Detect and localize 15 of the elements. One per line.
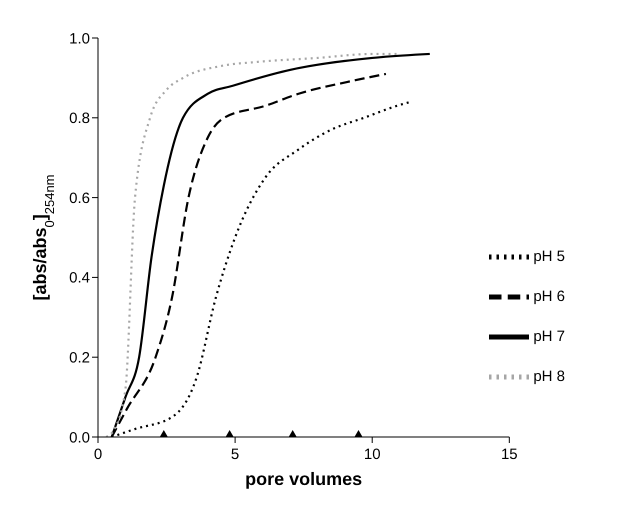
y-tick-label: 0.4	[69, 270, 90, 287]
y-tick-label: 0.8	[69, 110, 90, 128]
x-tick-label: 0	[94, 446, 102, 463]
x-axis-title: pore volumes	[245, 469, 362, 489]
y-tick-label: 0.2	[69, 350, 90, 367]
y-tick-label: 0.6	[69, 190, 90, 207]
x-tick-label: 15	[500, 446, 518, 463]
legend-label: pH 5	[533, 248, 565, 265]
x-tick-label: 10	[364, 446, 381, 463]
x-tick-label: 5	[230, 446, 240, 463]
y-tick-label: 1.0	[69, 30, 90, 48]
legend-label: pH 7	[533, 328, 565, 345]
y-tick-label: 0.0	[69, 429, 90, 446]
legend-label: pH 6	[533, 288, 565, 305]
legend-label: pH 8	[533, 368, 565, 385]
